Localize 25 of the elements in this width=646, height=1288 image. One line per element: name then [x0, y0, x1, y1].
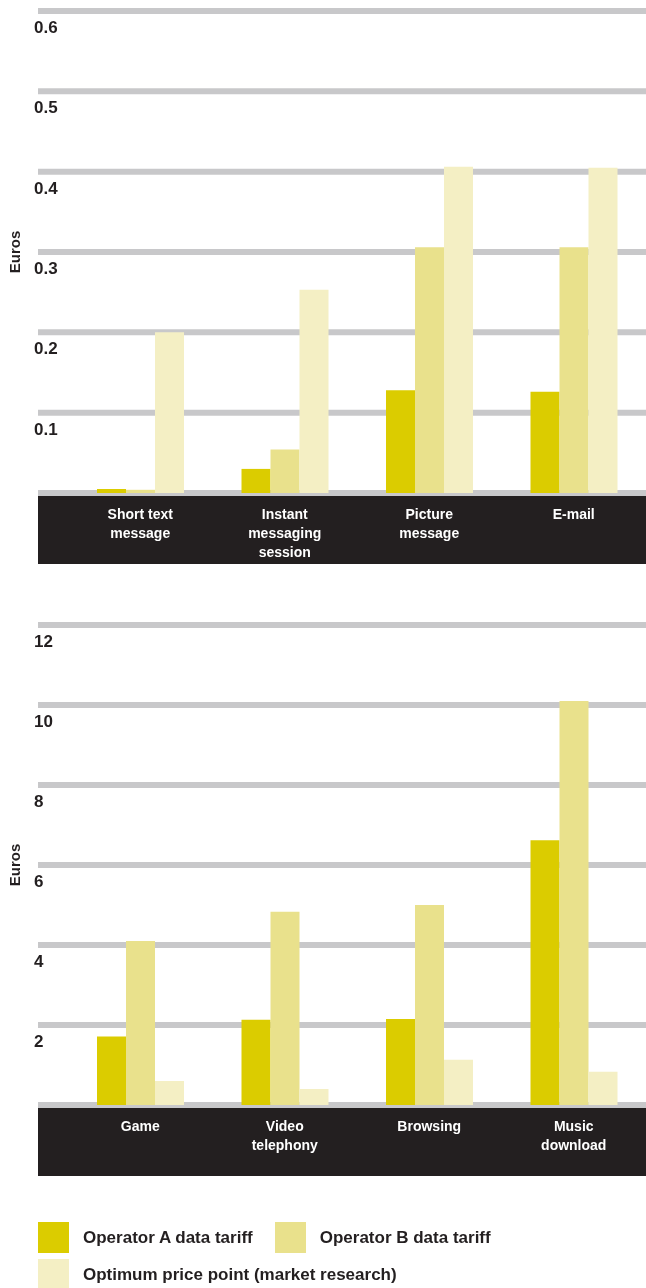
y-tick-label: 0.3 [34, 259, 58, 278]
x-tick-label: Game [120, 1117, 160, 1134]
x-tick-label: Instant messaging session [248, 505, 322, 560]
y-axis-title: Euros [6, 843, 23, 887]
y-tick-label: 0.1 [34, 419, 58, 439]
y-tick-label: 12 [34, 632, 53, 651]
x-tick-label: E-mail [552, 505, 595, 522]
y-tick-label: 4 [34, 952, 44, 971]
legend-label: Optimum price point (market research) [83, 1264, 397, 1285]
x-tick-label: Short text message [107, 505, 174, 541]
legend-label: Operator A data tariff [83, 1227, 253, 1248]
y-tick-label: 2 [34, 1032, 44, 1051]
x-tick-label: Picture message [399, 505, 460, 541]
x-tick-label: Video telephony [251, 1117, 319, 1153]
y-tick-label: 6 [34, 872, 44, 891]
x-tick-label: Music download [541, 1117, 607, 1153]
y-tick-label: 10 [34, 712, 53, 731]
y-tick-label: 0.4 [34, 178, 59, 198]
y-tick-label: 0.2 [34, 339, 58, 359]
y-axis-title: Euros [6, 230, 23, 274]
y-tick-label: 8 [34, 792, 44, 811]
y-tick-label: 0.5 [34, 98, 58, 118]
x-tick-label: Browsing [397, 1117, 462, 1134]
y-tick-label: 0.6 [34, 18, 58, 37]
legend-label: Operator B data tariff [319, 1227, 491, 1248]
